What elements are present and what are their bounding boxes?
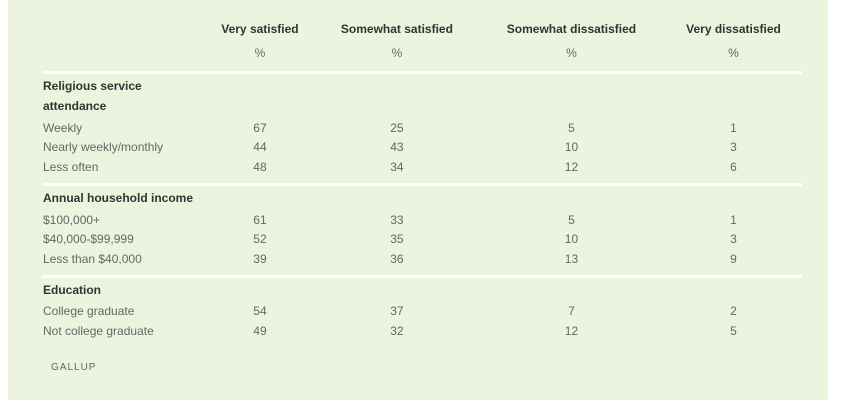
cell-value: 39 xyxy=(253,251,267,266)
table-panel: Very satisfied Somewhat satisfied Somewh… xyxy=(8,0,828,400)
group-title: Annual household income xyxy=(43,190,194,205)
cell-value: 10 xyxy=(564,140,579,155)
cell-value: 49 xyxy=(253,323,267,338)
table-row: Less often 48 34 12 6 xyxy=(43,157,802,177)
cell-value: 36 xyxy=(390,251,404,266)
header-row: Very satisfied Somewhat satisfied Somewh… xyxy=(43,18,802,40)
col-header: Very dissatisfied xyxy=(686,22,781,36)
divider xyxy=(43,268,802,278)
cell-value: 44 xyxy=(253,140,267,155)
table-row: $40,000-$99,999 52 35 10 3 xyxy=(43,229,802,249)
divider xyxy=(43,176,802,186)
unit-label: % xyxy=(566,45,577,60)
cell-value: 12 xyxy=(564,323,579,338)
table-row: Not college graduate 49 32 12 5 xyxy=(43,321,802,341)
table-row: Weekly 67 25 5 1 xyxy=(43,118,802,138)
cell-value: 13 xyxy=(564,251,579,266)
cell-value: 25 xyxy=(390,120,404,135)
col-header: Very satisfied xyxy=(221,22,299,36)
cell-value: 61 xyxy=(253,212,267,227)
unit-label: % xyxy=(254,45,266,60)
table-row: College graduate 54 37 7 2 xyxy=(43,302,802,322)
cell-value: 5 xyxy=(568,212,575,227)
row-label: Not college graduate xyxy=(43,323,154,338)
cell-value: 5 xyxy=(730,323,737,338)
group-title: Education xyxy=(43,282,102,297)
cell-value: 1 xyxy=(730,120,737,135)
source-label: GALLUP xyxy=(51,362,97,373)
data-table: Very satisfied Somewhat satisfied Somewh… xyxy=(43,18,802,341)
col-header: Somewhat satisfied xyxy=(340,22,453,36)
unit-label: % xyxy=(391,45,403,60)
cell-value: 5 xyxy=(568,120,575,135)
row-label: Less than $40,000 xyxy=(43,251,142,266)
row-label: Weekly xyxy=(43,120,83,135)
cell-value: 7 xyxy=(568,304,575,319)
cell-value: 43 xyxy=(390,140,404,155)
cell-value: 48 xyxy=(253,159,267,174)
unit-row: % % % % xyxy=(43,40,802,65)
cell-value: 3 xyxy=(730,140,737,155)
divider xyxy=(43,65,802,74)
cell-value: 34 xyxy=(390,159,404,174)
table-row: Nearly weekly/monthly 44 43 10 3 xyxy=(43,138,802,158)
unit-label: % xyxy=(728,45,739,60)
table-row: Less than $40,000 39 36 13 9 xyxy=(43,249,802,269)
cell-value: 9 xyxy=(730,251,737,266)
cell-value: 35 xyxy=(390,232,404,247)
row-label: Nearly weekly/monthly xyxy=(43,140,164,155)
cell-value: 12 xyxy=(564,159,579,174)
group-header: Religious service attendance xyxy=(43,73,802,119)
row-label: Less often xyxy=(43,159,99,174)
cell-value: 2 xyxy=(730,304,737,319)
cell-value: 1 xyxy=(730,212,737,227)
cell-value: 10 xyxy=(564,232,579,247)
cell-value: 6 xyxy=(730,159,737,174)
table-row: $100,000+ 61 33 5 1 xyxy=(43,210,802,230)
cell-value: 54 xyxy=(253,304,267,319)
cell-value: 37 xyxy=(390,304,404,319)
group-title: Religious service attendance xyxy=(43,79,142,113)
cell-value: 67 xyxy=(253,120,267,135)
group-header: Annual household income xyxy=(43,184,802,210)
group-header: Education xyxy=(43,276,802,302)
col-header: Somewhat dissatisfied xyxy=(506,22,637,36)
cell-value: 32 xyxy=(390,323,404,338)
row-label: College graduate xyxy=(43,304,135,319)
row-label: $100,000+ xyxy=(43,212,101,227)
cell-value: 52 xyxy=(253,232,267,247)
cell-value: 33 xyxy=(390,212,404,227)
cell-value: 3 xyxy=(730,232,737,247)
row-label: $40,000-$99,999 xyxy=(43,232,134,247)
